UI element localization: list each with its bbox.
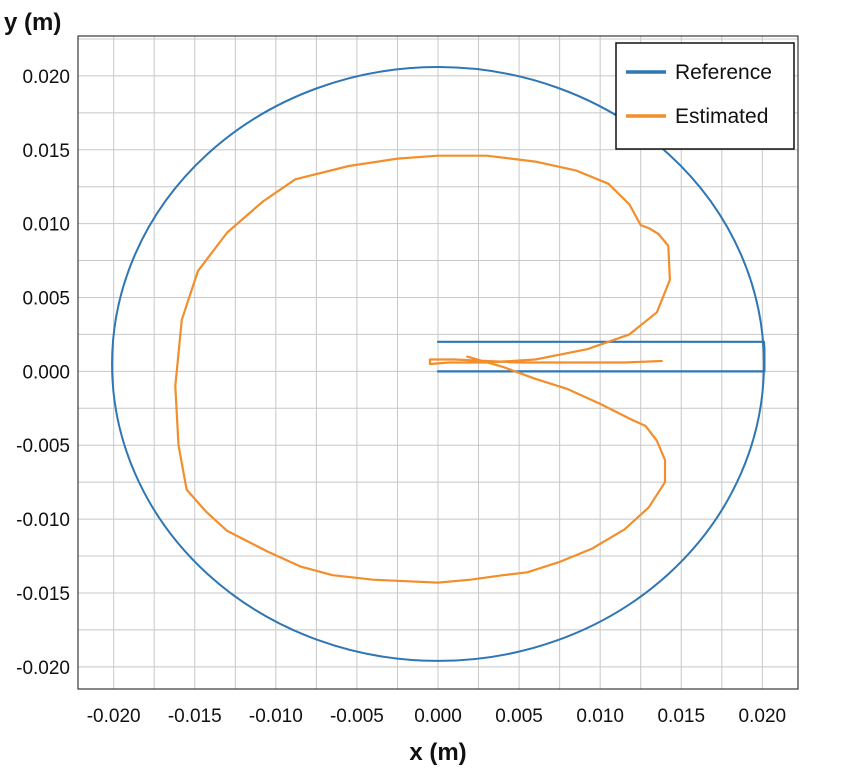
legend-label-estimated: Estimated — [675, 105, 768, 128]
x-axis-label: x (m) — [409, 739, 466, 766]
series-layer — [111, 66, 766, 662]
y-tick-label: 0.015 — [22, 141, 70, 162]
y-tick-label: 0.005 — [22, 288, 70, 309]
tick-labels: -0.020 -0.015 -0.010 -0.005 0.000 0.005 0.010 0… — [16, 67, 786, 727]
y-tick-label: 0.000 — [22, 362, 70, 383]
y-tick-label: 0.010 — [22, 215, 70, 236]
y-axis-label: y (m) — [4, 9, 61, 36]
y-tick-label: -0.020 — [16, 658, 70, 679]
plot-frame — [77, 35, 799, 690]
y-tick-label: 0.020 — [22, 67, 70, 88]
x-tick-label: -0.010 — [249, 706, 303, 727]
estimated-series-line — [174, 154, 672, 584]
x-tick-label: 0.010 — [576, 706, 624, 727]
x-tick-label: -0.005 — [330, 706, 384, 727]
y-tick-label: -0.010 — [16, 510, 70, 531]
reference-series-line — [436, 340, 766, 373]
x-tick-label: 0.000 — [414, 706, 462, 727]
x-tick-label: 0.005 — [495, 706, 543, 727]
legend: Reference Estimated — [615, 42, 795, 150]
legend-label-reference: Reference — [675, 61, 772, 84]
x-tick-label: -0.015 — [168, 706, 222, 727]
x-tick-label: -0.020 — [87, 706, 141, 727]
x-tick-label: 0.015 — [657, 706, 705, 727]
y-tick-label: -0.005 — [16, 436, 70, 457]
x-tick-label: 0.020 — [739, 706, 787, 727]
y-tick-label: -0.015 — [16, 584, 70, 605]
legend-box — [615, 42, 795, 150]
